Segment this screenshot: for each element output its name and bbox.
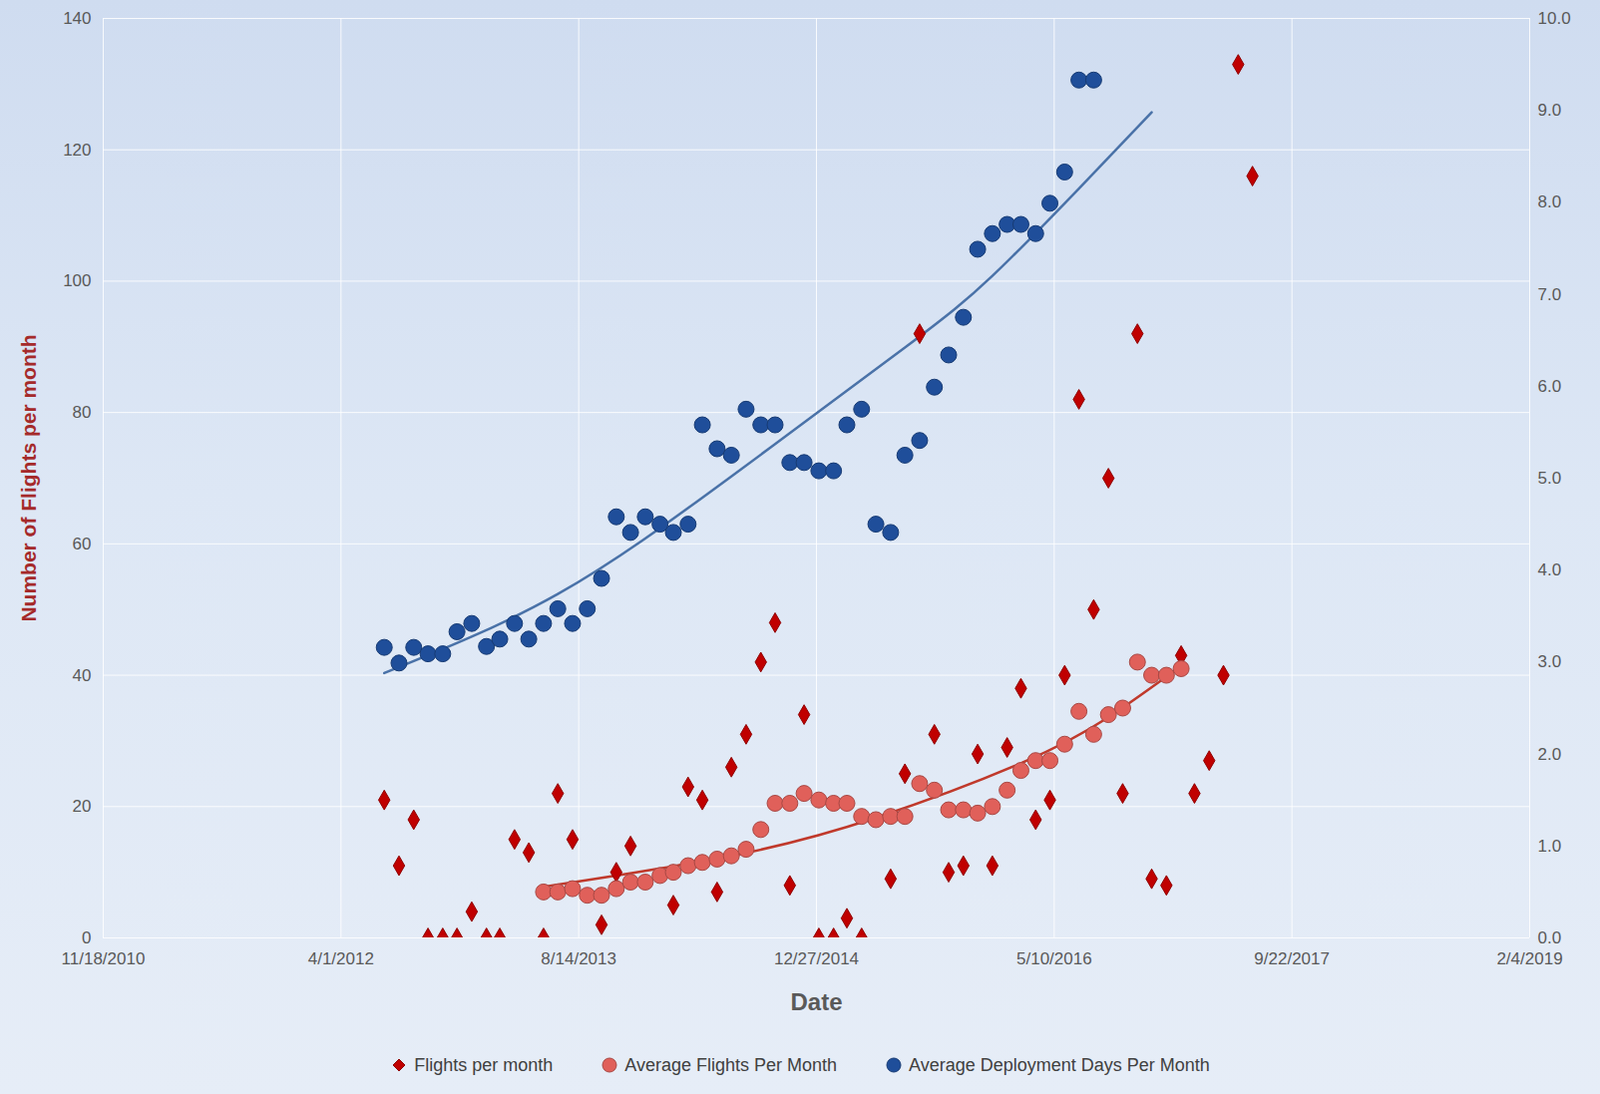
html-text:Average Deployment Days Per Mo: Average Deployment Days Per Month	[908, 1054, 1210, 1075]
svg-text:0: 0	[81, 928, 91, 948]
svg-text:7.0: 7.0	[1538, 285, 1563, 305]
svg-text:Number of Flights per month: Number of Flights per month	[16, 334, 40, 622]
svg-text:2.0: 2.0	[1538, 745, 1563, 765]
svg-text:80: 80	[72, 402, 92, 422]
svg-text:60: 60	[72, 534, 92, 554]
svg-text:4.0: 4.0	[1538, 560, 1563, 580]
svg-text:9/22/2017: 9/22/2017	[1253, 949, 1330, 969]
html-text:Average Flights Per Month: Average Flights Per Month	[624, 1054, 837, 1075]
svg-text:1.0: 1.0	[1538, 836, 1563, 856]
svg-text:12/27/2014: 12/27/2014	[774, 949, 859, 969]
svg-text:4/1/2012: 4/1/2012	[308, 949, 375, 969]
svg-text:10.0: 10.0	[1538, 8, 1572, 28]
svg-text:9.0: 9.0	[1538, 100, 1563, 120]
svg-text:11/18/2010: 11/18/2010	[61, 949, 146, 969]
html-text:Flights per month: Flights per month	[414, 1054, 553, 1075]
svg-text:100: 100	[62, 271, 91, 291]
svg-text:3.0: 3.0	[1538, 652, 1563, 672]
svg-text:8/14/2013: 8/14/2013	[540, 949, 617, 969]
svg-text:0.0: 0.0	[1538, 928, 1563, 948]
svg-text:5.0: 5.0	[1538, 468, 1563, 488]
svg-text:6.0: 6.0	[1538, 377, 1563, 397]
svg-text:20: 20	[72, 797, 92, 816]
svg-text:5/10/2016: 5/10/2016	[1016, 949, 1093, 969]
svg-text:Date: Date	[790, 988, 842, 1016]
svg-text:120: 120	[62, 140, 91, 160]
svg-text:40: 40	[72, 666, 92, 686]
svg-text:8.0: 8.0	[1538, 192, 1563, 212]
svg-text:2/4/2019: 2/4/2019	[1496, 949, 1563, 969]
svg-text:140: 140	[62, 8, 91, 28]
